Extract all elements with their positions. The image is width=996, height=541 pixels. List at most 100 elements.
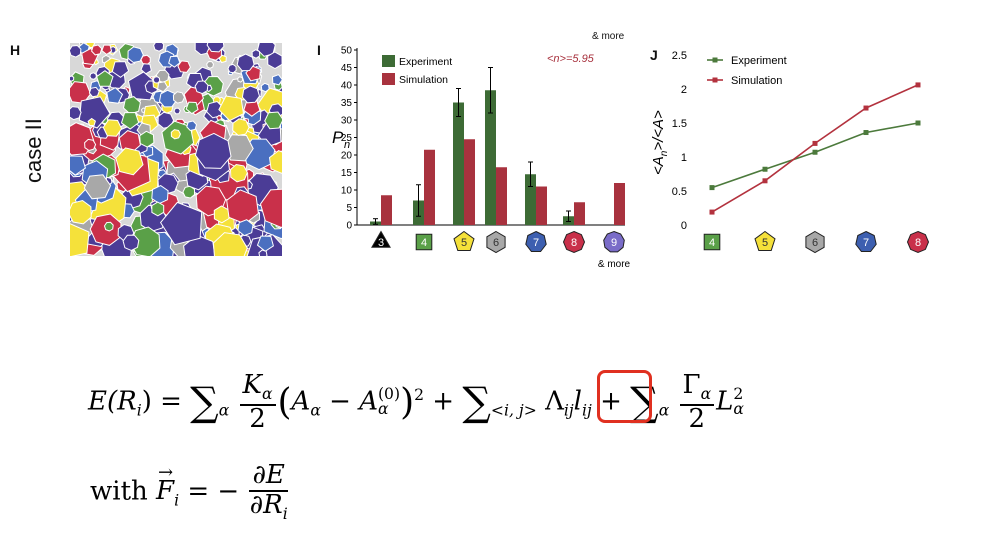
experiment-bar xyxy=(453,102,464,225)
simulation-point xyxy=(863,105,869,111)
category-7-badge xyxy=(525,230,547,252)
tissue-cell xyxy=(236,53,255,72)
eq-sum-3-sub: α xyxy=(658,401,670,420)
y-tick-label: 50 xyxy=(341,46,353,57)
legend-label: Simulation xyxy=(731,75,782,87)
force-equation: with → Fi = − ∂E ∂Ri xyxy=(90,461,290,523)
eq-gamma: Γ xyxy=(682,370,701,400)
eq-a-sub: α xyxy=(310,401,321,420)
category-3-label: 3 xyxy=(378,237,384,249)
eq-frac-k: Kα 2 xyxy=(239,371,276,434)
tissue-cell xyxy=(267,51,282,70)
tissue-cell xyxy=(218,54,227,64)
tissue-cell xyxy=(106,87,124,104)
tissue-cell xyxy=(159,201,203,246)
eq-big-l-sup: 2 xyxy=(733,384,744,403)
tissue-cell xyxy=(102,119,123,137)
more-label: & more xyxy=(598,259,631,270)
category-5-label: 5 xyxy=(762,237,768,249)
tissue-image xyxy=(70,43,282,256)
tissue-cell xyxy=(70,44,82,58)
category-8-badge xyxy=(562,230,586,254)
eq-a: A xyxy=(291,386,311,417)
tissue-cell xyxy=(223,134,254,162)
eq-l-sub: ij xyxy=(582,401,592,420)
simulation-bar xyxy=(614,183,625,225)
tissue-cell xyxy=(84,138,97,152)
category-4-label: 4 xyxy=(709,237,715,249)
tissue-cell xyxy=(88,86,100,98)
legend-marker xyxy=(712,57,718,63)
category-9-badge xyxy=(603,230,625,253)
tissue-cell xyxy=(152,76,161,84)
eq-frac-k-den: 2 xyxy=(249,403,266,434)
eq-gamma-sub: α xyxy=(700,385,712,404)
tissue-cell xyxy=(206,43,225,53)
eq-equals-minus: = − xyxy=(187,476,240,507)
tissue-cell xyxy=(83,174,112,200)
eq-k-sub: α xyxy=(261,385,273,404)
eq-frac-grad: ∂E ∂Ri xyxy=(249,461,288,523)
eq-square: 2 xyxy=(414,385,425,404)
tissue-cell xyxy=(168,55,181,68)
y-axis-label: P xyxy=(332,128,344,147)
y-tick-label: 20 xyxy=(341,151,353,162)
y-axis-label-sub: n xyxy=(344,139,350,151)
eq-dr: ∂R xyxy=(249,490,283,521)
y-tick-label: 5 xyxy=(346,203,352,214)
category-5-badge xyxy=(453,230,475,251)
eq-a0-sub: α xyxy=(377,400,389,419)
tissue-cell xyxy=(153,43,165,52)
tissue-cell xyxy=(237,219,254,237)
simulation-bar xyxy=(496,167,507,225)
legend-label: Simulation xyxy=(399,74,448,86)
eq-big-l: L xyxy=(716,386,734,417)
eq-a0: A xyxy=(359,386,378,417)
tissue-cell xyxy=(271,74,282,86)
vector-arrow-icon: → xyxy=(158,462,174,484)
legend-swatch xyxy=(382,55,395,67)
eq-f-sub: i xyxy=(174,491,180,510)
tissue-cell xyxy=(206,60,215,69)
line-chart: 0 0.5 1 1.5 2 2.5 <An>/<A> Experiment Simulation… xyxy=(650,50,930,254)
tissue-cell xyxy=(120,111,140,130)
eq-lparen: ( xyxy=(277,381,292,423)
tissue-cell xyxy=(186,120,198,132)
tissue-cell xyxy=(227,63,237,74)
eq-with: with xyxy=(90,476,148,507)
experiment-point xyxy=(709,185,715,191)
eq-rparen: ) xyxy=(400,381,415,423)
y-axis-label-rest: >/<A> xyxy=(650,110,667,151)
tissue-cell xyxy=(111,61,130,78)
category-4-badge xyxy=(415,233,433,251)
tissue-cell xyxy=(212,232,248,256)
experiment-bar xyxy=(525,174,536,225)
experiment-point xyxy=(762,166,768,172)
y-tick-label: 30 xyxy=(341,116,353,127)
eq-plus-2: + xyxy=(600,386,622,417)
tissue-cell xyxy=(237,76,244,83)
experiment-bar xyxy=(485,90,496,225)
y-tick-label: 2 xyxy=(681,84,687,96)
legend-swatch xyxy=(382,73,395,85)
tissue-cell xyxy=(127,46,144,64)
tissue-cell xyxy=(194,80,209,95)
y-tick-label: 25 xyxy=(341,133,353,144)
tissue-cell xyxy=(243,100,261,117)
tissue-cell xyxy=(229,163,248,183)
tissue-cell xyxy=(260,82,270,93)
legend-label: Experiment xyxy=(731,55,787,67)
eq-de: ∂E xyxy=(249,461,288,493)
tissue-cell xyxy=(70,106,82,121)
category-6-label: 6 xyxy=(493,237,499,249)
tissue-cell xyxy=(177,60,191,73)
category-6-label: 6 xyxy=(812,237,818,249)
eq-minus: − xyxy=(329,386,351,417)
y-axis-label: <An>/<A> xyxy=(650,110,670,175)
eq-frac-gamma: Γα 2 xyxy=(679,370,715,433)
tissue-cell xyxy=(89,72,97,80)
tissue-cell xyxy=(91,44,103,56)
tissue-cell xyxy=(172,91,186,104)
panel-i-letter: I xyxy=(317,42,321,58)
